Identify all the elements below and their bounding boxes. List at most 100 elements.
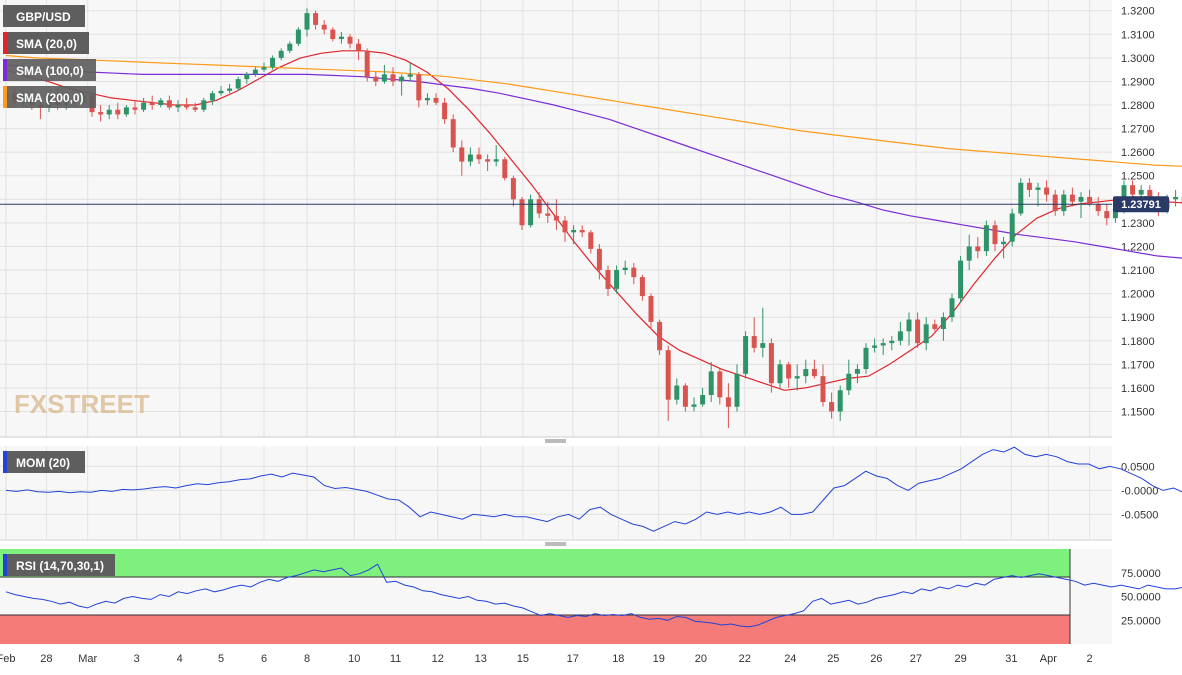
candle-body [1044, 188, 1049, 195]
price-tick-label: 1.2900 [1121, 76, 1155, 88]
time-tick-label: 22 [739, 653, 751, 665]
candle-body [889, 341, 894, 343]
price-tick-label: 1.3100 [1121, 29, 1155, 41]
candle-body [932, 324, 937, 329]
candle-body [795, 376, 800, 378]
candle-body [657, 322, 662, 350]
time-tick-label: 18 [612, 653, 624, 665]
candle-body [597, 249, 602, 270]
candle-body [537, 199, 542, 213]
candle-body [1079, 197, 1084, 202]
candle-body [915, 320, 920, 344]
price-tick-label: 1.1500 [1121, 406, 1155, 418]
candle-body [709, 371, 714, 395]
time-tick-label: 31 [1005, 653, 1017, 665]
candle-body [898, 331, 903, 340]
candle-body [829, 402, 834, 411]
mom-tick-label: -0.0000 [1121, 485, 1158, 497]
time-tick-label: Mar [78, 653, 97, 665]
candle-body [1053, 195, 1058, 212]
candle-body [382, 74, 387, 81]
candle-body [950, 298, 955, 317]
candle-body [322, 25, 327, 30]
legend-sma100[interactable]: SMA (100,0) [3, 59, 96, 81]
price-tick-label: 1.1800 [1121, 336, 1155, 348]
candle-body [760, 343, 765, 348]
resize-handle-mom[interactable] [545, 440, 566, 442]
time-tick-label: Apr [1040, 653, 1057, 665]
candle-body [631, 268, 636, 277]
candle-body [993, 225, 998, 244]
legend-sma20[interactable]: SMA (20,0) [3, 32, 89, 54]
price-tick-label: 1.2800 [1121, 100, 1155, 112]
candle-body [606, 270, 611, 289]
candle-body [924, 324, 929, 343]
legend-rsi[interactable]: RSI (14,70,30,1) [3, 554, 115, 576]
candle-body [227, 89, 232, 91]
candle-body [528, 199, 533, 225]
candle-body [305, 13, 310, 30]
price-tick-label: 1.3200 [1121, 6, 1155, 18]
candle-body [958, 261, 963, 299]
candle-body [692, 404, 697, 406]
mom-tick-label: -0.0500 [1121, 509, 1158, 521]
candle-body [674, 386, 679, 400]
candle-body [1027, 183, 1032, 190]
price-tick-label: 1.2700 [1121, 124, 1155, 136]
candle-body [545, 213, 550, 215]
candle-body [743, 336, 748, 374]
price-tick-label: 1.2100 [1121, 265, 1155, 277]
mom-panel [0, 446, 1112, 539]
last-price-badge: 1.23791 [1113, 196, 1169, 212]
candle-body [339, 37, 344, 39]
candle-body [941, 317, 946, 329]
candle-body [554, 216, 559, 221]
price-tick-label: 1.2500 [1121, 171, 1155, 183]
candle-body [210, 93, 215, 100]
legend-symbol[interactable]: GBP/USD [3, 5, 85, 27]
candle-body [1061, 195, 1066, 212]
time-tick-label: 20 [695, 653, 707, 665]
candle-body [451, 119, 456, 147]
candle-body [107, 110, 112, 115]
candle-body [1104, 211, 1109, 218]
candle-body [313, 13, 318, 25]
candle-body [864, 348, 869, 369]
candle-body [984, 225, 989, 251]
legend-mom[interactable]: MOM (20) [3, 451, 85, 473]
candle-body [184, 105, 189, 107]
price-tick-label: 1.2000 [1121, 289, 1155, 301]
legend-mom-label: MOM (20) [16, 456, 70, 470]
candle-body [356, 44, 361, 51]
time-tick-label: 12 [432, 653, 444, 665]
candle-body [133, 107, 138, 109]
candle-body [98, 112, 103, 114]
candle-body [365, 51, 370, 77]
candle-body [1018, 183, 1023, 214]
price-tick-label: 1.2200 [1121, 241, 1155, 253]
rsi-tick-label: 75.0000 [1121, 568, 1161, 580]
candle-body [571, 230, 576, 232]
candle-body [408, 74, 413, 76]
mom-axis: 0.0500-0.0000-0.0500 [1121, 461, 1158, 521]
time-tick-label: Feb [0, 653, 15, 665]
candle-body [640, 277, 645, 296]
candle-body [1139, 190, 1144, 195]
rsi-oversold-zone [0, 615, 1070, 644]
candle-body [193, 107, 198, 109]
candle-body [1096, 204, 1101, 211]
time-tick-label: 13 [475, 653, 487, 665]
candle-body [821, 376, 826, 402]
candle-body [244, 74, 249, 79]
candle-body [1070, 195, 1075, 202]
rsi-overbought-zone [0, 549, 1070, 577]
rsi-tick-label: 25.0000 [1121, 615, 1161, 627]
candle-body [373, 77, 378, 82]
legend-sma200[interactable]: SMA (200,0) [3, 86, 96, 108]
candle-body [296, 30, 301, 44]
resize-handle-rsi[interactable] [545, 543, 566, 545]
time-tick-label: 24 [784, 653, 796, 665]
candle-body [477, 155, 482, 160]
legend-sma200-label: SMA (200,0) [16, 91, 84, 105]
